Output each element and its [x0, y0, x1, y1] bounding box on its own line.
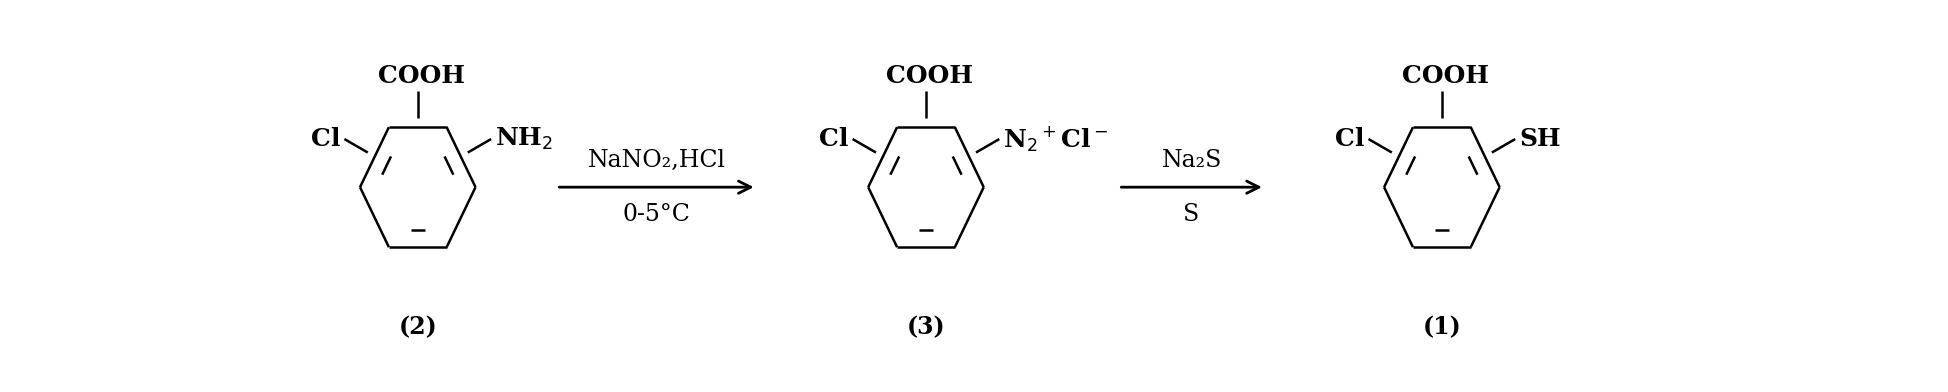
- Text: S: S: [1184, 203, 1200, 225]
- Text: Cl: Cl: [820, 127, 849, 151]
- Text: Na₂S: Na₂S: [1161, 149, 1221, 172]
- Text: COOH: COOH: [1403, 64, 1488, 88]
- Text: COOH: COOH: [886, 64, 974, 88]
- Text: COOH: COOH: [378, 64, 466, 88]
- Text: Cl: Cl: [312, 127, 341, 151]
- Text: N$_2$$^+$Cl$^-$: N$_2$$^+$Cl$^-$: [1003, 124, 1108, 154]
- Text: (1): (1): [1422, 316, 1461, 339]
- Text: NaNO₂,HCl: NaNO₂,HCl: [588, 149, 725, 172]
- Text: Cl: Cl: [1334, 127, 1366, 151]
- Text: NH$_2$: NH$_2$: [495, 126, 553, 152]
- Text: (2): (2): [399, 316, 436, 339]
- Text: SH: SH: [1519, 127, 1560, 151]
- Text: 0-5°C: 0-5°C: [623, 203, 690, 225]
- Text: (3): (3): [906, 316, 945, 339]
